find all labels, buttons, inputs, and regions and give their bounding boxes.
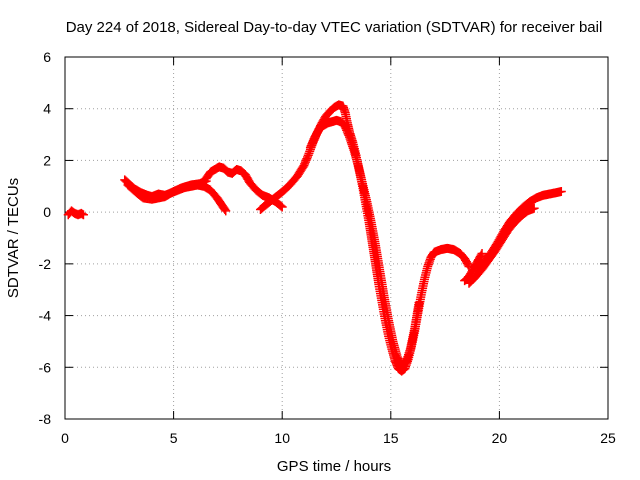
x-grid <box>173 57 500 419</box>
y-tick-label: -2 <box>39 256 52 272</box>
y-grid <box>65 108 608 368</box>
y-tick-label: -8 <box>39 411 52 427</box>
data-segment <box>201 162 287 212</box>
y-axis-label: SDTVAR / TECUs <box>5 178 22 298</box>
data-point-marker <box>529 203 539 213</box>
y-tick-label: 4 <box>43 101 51 117</box>
data-point-marker <box>221 206 231 216</box>
data-segment <box>473 186 566 277</box>
y-tick-label: 6 <box>43 49 51 65</box>
plot-frame <box>64 56 609 420</box>
data-point-marker <box>220 205 230 215</box>
x-ticks: 0 5 10 15 20 25 <box>61 57 616 446</box>
data-point-marker <box>476 250 486 260</box>
x-tick-label: 25 <box>600 430 616 446</box>
data-segment <box>255 100 474 376</box>
data-point-marker <box>556 186 566 196</box>
data-segment <box>305 115 424 370</box>
x-tick-label: 15 <box>383 430 399 446</box>
y-tick-label: 2 <box>43 152 51 168</box>
data-segment <box>464 203 539 288</box>
x-tick-label: 10 <box>274 430 290 446</box>
data-point-marker <box>477 249 487 259</box>
data-segment <box>63 206 88 220</box>
chart-title: Day 224 of 2018, Sidereal Day-to-day VTE… <box>66 19 603 36</box>
x-tick-label: 0 <box>61 430 69 446</box>
y-tick-label: -6 <box>39 359 52 375</box>
x-axis-label: GPS time / hours <box>277 458 391 475</box>
y-ticks: -8 -6 -4 -2 0 2 4 6 <box>39 49 608 427</box>
data-point-marker <box>414 298 424 308</box>
series-layer <box>63 100 566 376</box>
data-point-marker <box>78 210 88 220</box>
x-tick-label: 5 <box>170 430 178 446</box>
data-point-marker <box>276 201 286 211</box>
data-point-marker <box>463 260 473 270</box>
data-segment <box>123 176 211 204</box>
data-point-marker <box>275 200 285 210</box>
data-series <box>63 100 566 376</box>
y-tick-label: 0 <box>43 204 51 220</box>
y-tick-label: -4 <box>39 308 52 324</box>
data-point-marker <box>277 202 287 212</box>
x-tick-label: 20 <box>492 430 508 446</box>
